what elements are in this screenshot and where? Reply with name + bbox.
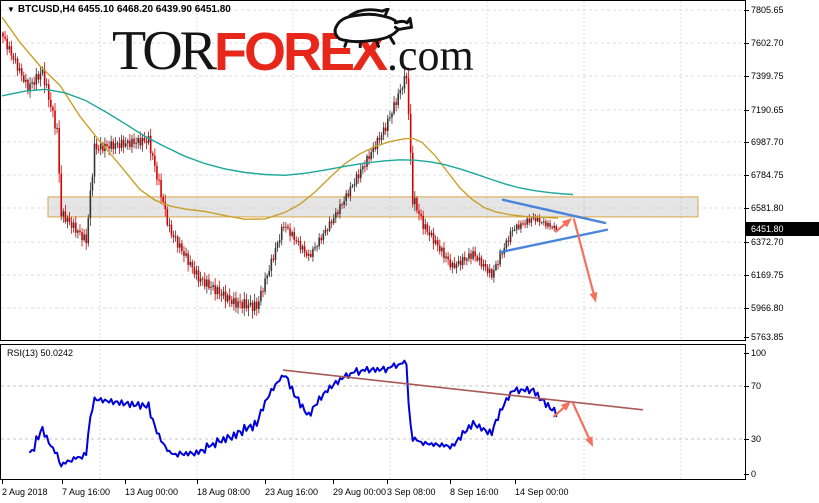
price-axis-label: 6581.80 — [751, 203, 784, 213]
price-chart-panel — [0, 0, 746, 341]
rsi-axis-label: 0 — [751, 469, 757, 479]
price-axis-label: 7602.70 — [751, 38, 784, 48]
time-axis-label: 23 Aug 16:00 — [265, 487, 319, 497]
rsi-axis-tick — [744, 439, 749, 440]
rsi-indicator-panel — [0, 344, 746, 480]
price-axis-label: 6784.75 — [751, 170, 784, 180]
time-axis-label: 2 Aug 2018 — [2, 487, 48, 497]
price-axis-label: 6987.70 — [751, 137, 784, 147]
chart-symbol-line: ▼ BTCUSD,H4 6455.10 6468.20 6439.90 6451.… — [7, 4, 231, 15]
time-axis-label: 3 Sep 08:00 — [387, 487, 436, 497]
price-axis-tick — [744, 242, 749, 243]
chevron-down-icon: ▼ — [7, 5, 15, 14]
price-axis-tick — [744, 110, 749, 111]
price-axis-label: 5763.85 — [751, 332, 784, 342]
rsi-axis-label: 70 — [751, 381, 762, 391]
price-chart-canvas[interactable] — [0, 0, 746, 341]
rsi-axis-tick — [744, 386, 749, 387]
price-axis-label: 7399.75 — [751, 71, 784, 81]
price-axis-label: 5966.80 — [751, 303, 784, 313]
price-axis-label: 7190.65 — [751, 105, 784, 115]
time-axis-tick — [515, 480, 516, 484]
time-axis-tick — [265, 480, 266, 484]
price-axis-tick — [744, 275, 749, 276]
time-axis-tick — [197, 480, 198, 484]
price-axis-label: 7805.65 — [751, 5, 784, 15]
torforex-watermark: TOR FOREX .com — [112, 8, 474, 83]
time-axis-tick — [62, 480, 63, 484]
time-axis-tick — [125, 480, 126, 484]
symbol-timeframe-label: BTCUSD,H4 — [17, 4, 76, 15]
price-axis-tick — [744, 43, 749, 44]
current-price-tag: 6451.80 — [746, 222, 819, 236]
price-axis-tick — [744, 142, 749, 143]
ohlc-values: 6455.10 6468.20 6439.90 6451.80 — [77, 4, 231, 15]
rsi-axis-label: 100 — [751, 348, 767, 358]
logo-text-tor: TOR — [112, 20, 217, 83]
time-axis-label: 13 Aug 00:00 — [125, 487, 179, 497]
price-axis-tick — [744, 76, 749, 77]
price-axis-tick — [744, 308, 749, 309]
time-axis-tick — [333, 480, 334, 484]
time-axis-label: 29 Aug 00:00 — [333, 487, 387, 497]
price-axis-tick — [744, 208, 749, 209]
rsi-indicator-label: RSI(13) 50.0242 — [7, 348, 74, 358]
logo-text-com: .com — [387, 31, 474, 80]
price-axis-label: 6169.75 — [751, 270, 784, 280]
time-axis-tick — [2, 480, 3, 484]
time-axis-label: 14 Sep 00:00 — [515, 487, 569, 497]
price-axis-tick — [744, 337, 749, 338]
rsi-axis-tick — [744, 353, 749, 354]
rsi-chart-canvas[interactable] — [0, 345, 746, 479]
time-axis-label: 7 Aug 16:00 — [62, 487, 111, 497]
price-axis-tick — [744, 10, 749, 11]
rsi-axis-label: 30 — [751, 434, 762, 444]
rsi-axis-tick — [744, 474, 749, 475]
time-axis-tick — [387, 480, 388, 484]
price-axis-label: 6372.70 — [751, 237, 784, 247]
time-axis-label: 18 Aug 08:00 — [197, 487, 251, 497]
time-axis-tick — [450, 480, 451, 484]
price-axis-tick — [744, 175, 749, 176]
time-axis-label: 8 Sep 16:00 — [450, 487, 499, 497]
